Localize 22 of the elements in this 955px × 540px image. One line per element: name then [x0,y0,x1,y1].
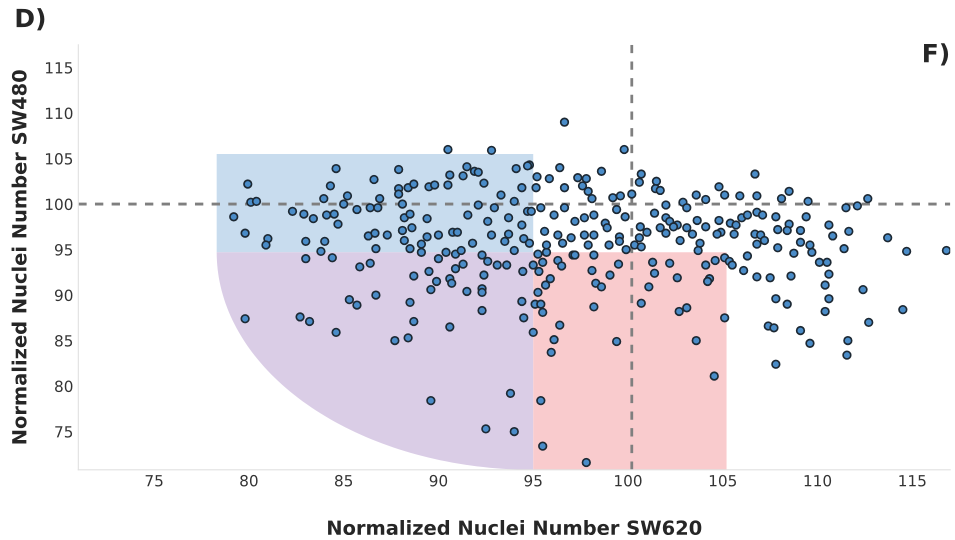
x-tick-label: 105 [710,474,736,486]
text: D) [16,8,44,30]
x-tick-label: 110 [804,474,832,486]
y-tick-label: 100 [46,198,72,210]
y-tick-label: 75 [55,426,72,438]
y-tick-label: 105 [46,153,72,165]
x-tick-label: 80 [240,474,258,486]
y-tick-label: 110 [46,108,72,120]
y-tick-label: 115 [46,62,72,74]
y-axis-title: Normalized Nuclei Number SW480 [12,70,27,444]
y-tick-label: 80 [55,380,72,392]
y-tick-label: 95 [54,244,72,256]
y-tick-label: 90 [54,290,72,302]
x-tick-label: 115 [899,475,926,486]
x-tick-label: 100 [615,474,642,486]
annotation: F) [924,43,948,66]
x-tick-label: 90 [430,474,448,486]
x-axis-title: Normalized Nuclei Number SW620 [328,520,702,536]
x-tick-label: 85 [334,474,352,486]
x-tick-label: 75 [146,475,163,486]
y-tick-label: 85 [55,335,72,347]
x-tick-label: 95 [524,474,542,486]
